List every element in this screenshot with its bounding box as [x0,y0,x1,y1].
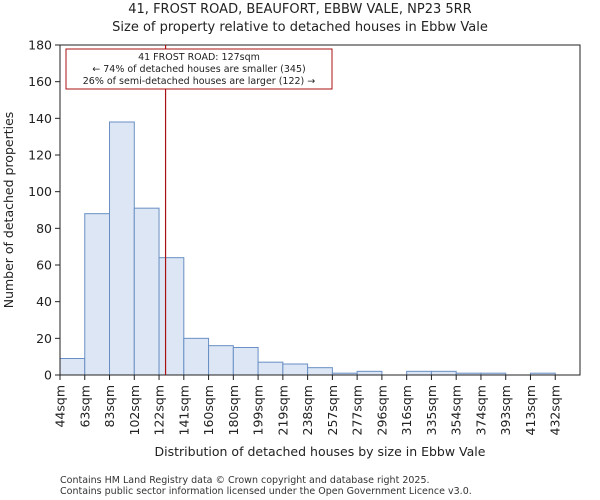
y-tick-label: 60 [36,258,52,273]
bar [406,370,432,376]
x-tick-label: 219sqm [275,385,290,435]
x-axis-label: Distribution of detached houses by size … [155,444,486,459]
y-tick-label: 100 [28,184,52,199]
bar [257,361,284,376]
y-tick-label: 20 [36,331,52,346]
bar [232,347,259,376]
x-tick-label: 296sqm [374,385,389,435]
footer-line-2: Contains public sector information licen… [60,486,472,497]
plot-frame [59,44,581,376]
annotation-box [65,48,333,90]
y-tick-label: 160 [28,74,52,89]
bar [307,367,333,376]
x-tick-label: 257sqm [325,385,340,435]
x-tick-label: 335sqm [424,385,439,435]
bar [282,363,309,376]
y-tick-label: 140 [28,111,52,126]
x-tick-label: 374sqm [473,385,488,435]
x-tick-label: 432sqm [548,385,563,435]
bar [356,370,383,376]
x-tick-label: 199sqm [251,385,266,435]
bar [133,207,160,376]
x-tick-label: 238sqm [300,385,315,435]
y-tick-label: 180 [28,38,52,53]
annotation-line: 41 FROST ROAD: 127sqm [138,52,260,63]
bar [109,121,135,376]
chart-subtitle: Size of property relative to detached ho… [112,20,488,35]
x-tick-label: 316sqm [399,385,414,435]
bar [84,213,111,376]
x-tick-label: 83sqm [102,385,117,428]
x-tick-label: 44sqm [53,385,68,428]
annotation-line: ← 74% of detached houses are smaller (34… [92,64,305,75]
x-tick-label: 141sqm [176,385,191,435]
x-tick-label: 102sqm [127,385,142,435]
x-tick-label: 354sqm [449,385,464,435]
x-tick-label: 63sqm [77,385,92,428]
bar [430,370,457,376]
y-tick-label: 120 [28,148,52,163]
bar [208,345,234,376]
bar [158,257,185,376]
bar [183,337,210,376]
x-tick-label: 393sqm [498,385,513,435]
x-tick-label: 160sqm [201,385,216,435]
y-tick-label: 80 [36,221,52,236]
plot-area: 0 20 40 60 80 100 120 140 160 180 44sqm 63sqm 83sqm 1… [28,38,581,435]
footer-line-1: Contains HM Land Registry data © Crown c… [60,475,430,486]
y-axis-label: Number of detached properties [1,112,16,309]
annotation-line: 26% of semi-detached houses are larger (… [83,76,316,87]
y-tick-label: 0 [44,368,52,383]
chart-title: 41, FROST ROAD, BEAUFORT, EBBW VALE, NP2… [128,2,471,17]
bar [59,358,86,376]
y-tick-label: 40 [36,294,52,309]
x-tick-label: 413sqm [523,385,538,435]
x-tick-label: 180sqm [226,385,241,435]
x-tick-label: 122sqm [152,385,167,435]
x-tick-label: 277sqm [350,385,365,435]
